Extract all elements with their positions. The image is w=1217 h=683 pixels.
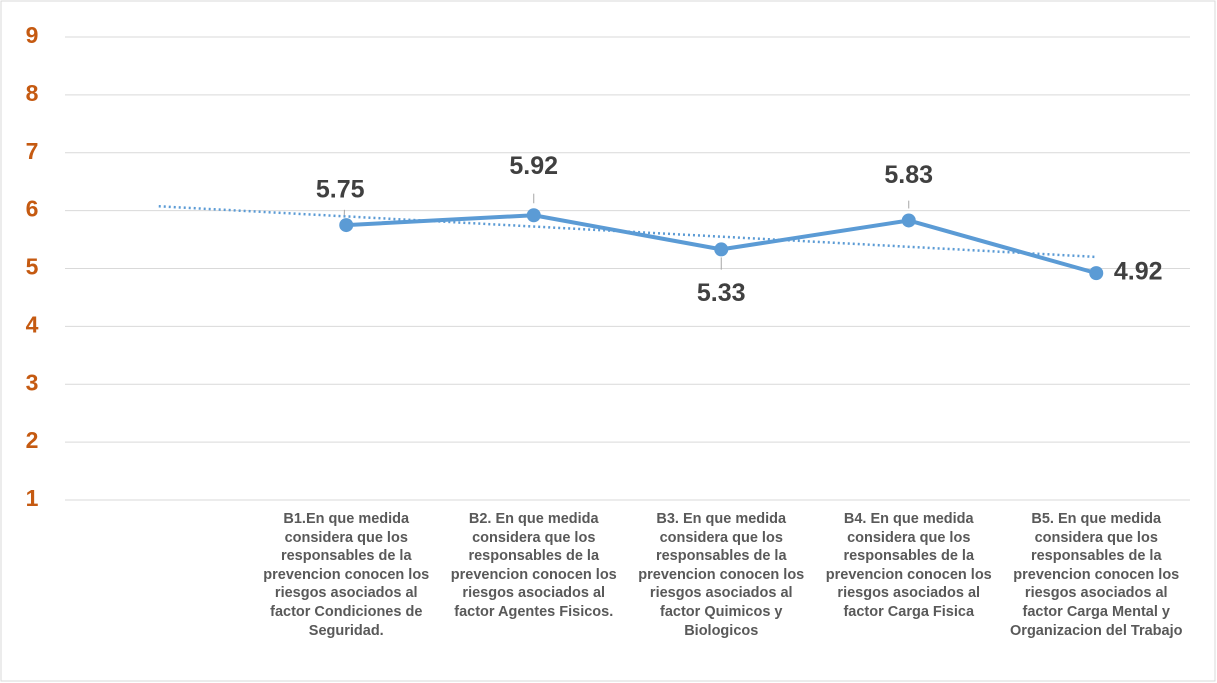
data-label: 5.83 [884, 161, 933, 189]
x-tick-label: B1.En que medida considera que los respo… [263, 511, 430, 639]
marker [339, 218, 354, 233]
marker [901, 213, 916, 228]
y-tick-label: 7 [26, 138, 39, 164]
data-label: 5.92 [509, 152, 558, 180]
y-tick-label: 2 [26, 427, 39, 453]
marker [714, 242, 729, 257]
marker [1089, 266, 1104, 281]
data-label: 5.75 [316, 176, 365, 204]
x-tick-label: B5. En que medida considera que los resp… [1010, 511, 1183, 639]
y-tick-label: 8 [26, 80, 39, 106]
marker [526, 208, 541, 223]
y-tick-label: 4 [26, 311, 39, 337]
data-label: 5.33 [697, 279, 746, 307]
y-tick-label: 1 [26, 485, 39, 511]
y-tick-label: 5 [26, 254, 39, 280]
y-tick-label: 9 [26, 22, 39, 48]
x-tick-label: B3. En que medida considera que los resp… [638, 511, 805, 639]
y-tick-label: 3 [26, 369, 39, 395]
y-tick-label: 6 [26, 196, 39, 222]
x-tick-label: B4. En que medida considera que los resp… [825, 511, 992, 620]
data-label: 4.92 [1114, 258, 1163, 286]
trendline [158, 205, 1097, 259]
x-tick-label: B2. En que medida considera que los resp… [450, 511, 617, 620]
